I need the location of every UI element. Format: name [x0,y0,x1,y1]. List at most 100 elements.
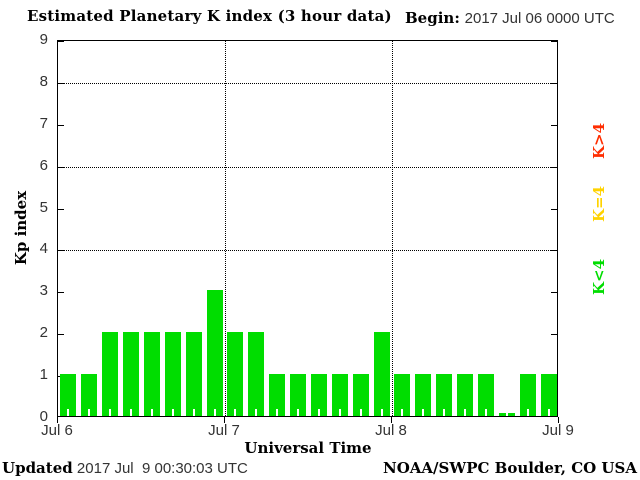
y-tick-label: 7 [39,114,48,132]
bar-time-notch [526,409,529,416]
updated-value: 2017 Jul 9 00:30:03 UTC [72,460,248,477]
bar-time-notch [276,409,279,416]
kp-bar [227,332,244,416]
gridline-horizontal [58,250,557,252]
kp-bar [290,374,307,416]
y-tick-label: 0 [39,408,48,425]
kp-bar [415,374,432,416]
kp-bar [248,332,265,416]
kp-bar [519,374,536,416]
bar-time-notch [130,409,133,416]
source-attribution: NOAA/SWPC Boulder, CO USA [382,459,637,477]
kp-bar [477,374,494,416]
kp-bar [331,374,348,416]
bar-time-notch [213,409,216,416]
y-tick-label: 5 [39,198,48,216]
kp-bar [436,374,453,416]
y-tick-right [551,82,557,84]
begin-label: Begin: [405,9,460,27]
legend-k-gt-4: K>4 [590,122,608,160]
updated-timestamp: Updated 2017 Jul 9 00:30:03 UTC [2,459,248,477]
y-tick-right [551,208,557,210]
day-tick [224,417,225,423]
x-tick-label: Jul 6 [41,422,73,439]
y-tick-right [551,416,557,417]
y-tick-right [551,166,557,168]
y-tick-left [58,334,64,336]
bar-time-notch [359,409,362,416]
y-tick-label: 3 [39,282,48,300]
kp-bar [269,374,286,416]
bar-time-notch [297,409,300,416]
bar-time-notch [505,413,508,416]
bar-time-notch [171,409,174,416]
plot-area [57,40,558,417]
bar-time-notch [338,409,341,416]
bar-time-notch [255,409,258,416]
kp-bar [60,374,77,416]
begin-value: 2017 Jul 06 0000 UTC [464,10,615,27]
kp-bar [394,374,411,416]
y-tick-left [58,250,64,252]
kp-bar [81,374,98,416]
x-tick-label: Jul 7 [208,422,240,439]
x-tick-label: Jul 8 [375,422,407,439]
kp-bar [457,374,474,416]
y-tick-label: 9 [39,31,48,48]
day-tick [391,417,392,423]
x-axis-title: Universal Time [244,439,372,457]
kp-bar [373,332,390,416]
kp-bar [352,374,369,416]
bar-time-notch [150,409,153,416]
kp-bar [498,413,515,416]
bar-time-notch [109,409,112,416]
gridline-horizontal [58,166,557,168]
kp-bar [540,374,557,416]
y-tick-label: 8 [39,72,48,90]
bar-time-notch [67,409,70,416]
y-tick-right [551,292,557,294]
bar-time-notch [547,409,550,416]
y-tick-left [58,41,64,42]
kp-bar [185,332,202,416]
bar-time-notch [464,409,467,416]
y-tick-left [58,124,64,126]
bar-time-notch [443,409,446,416]
updated-label: Updated [2,459,73,477]
day-tick [558,417,559,423]
y-tick-left [58,166,64,168]
kp-bar [310,374,327,416]
y-tick-left [58,82,64,84]
gridline-day-boundary [392,41,393,416]
kp-bar [102,332,119,416]
y-tick-right [551,334,557,336]
kp-bar [206,290,223,416]
bar-time-notch [484,409,487,416]
legend-k-lt-4: K<4 [590,258,608,296]
bar-time-notch [192,409,195,416]
y-tick-label: 2 [39,324,48,342]
bar-time-notch [422,409,425,416]
bar-time-notch [88,409,91,416]
bar-time-notch [401,409,404,416]
y-tick-left [58,416,64,417]
day-tick [57,417,58,423]
bar-time-notch [380,409,383,416]
chart-title: Estimated Planetary K index (3 hour data… [27,7,392,25]
y-tick-left [58,208,64,210]
gridline-day-boundary [225,41,226,416]
bar-time-notch [234,409,237,416]
y-tick-right [551,124,557,126]
kp-bar [123,332,140,416]
begin-line: Begin: 2017 Jul 06 0000 UTC [405,9,615,27]
y-tick-label: 4 [39,240,48,258]
kp-bar [143,332,160,416]
gridline-horizontal [58,82,557,84]
x-tick-label: Jul 9 [542,422,574,439]
y-tick-right [551,250,557,252]
legend-k-eq-4: K=4 [590,185,608,223]
kp-bar [164,332,181,416]
y-tick-label: 6 [39,156,48,174]
bar-time-notch [317,409,320,416]
